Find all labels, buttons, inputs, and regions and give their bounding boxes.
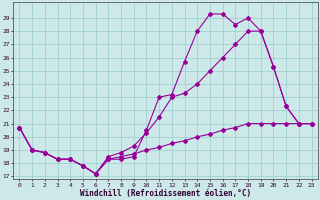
X-axis label: Windchill (Refroidissement éolien,°C): Windchill (Refroidissement éolien,°C) [80, 189, 251, 198]
